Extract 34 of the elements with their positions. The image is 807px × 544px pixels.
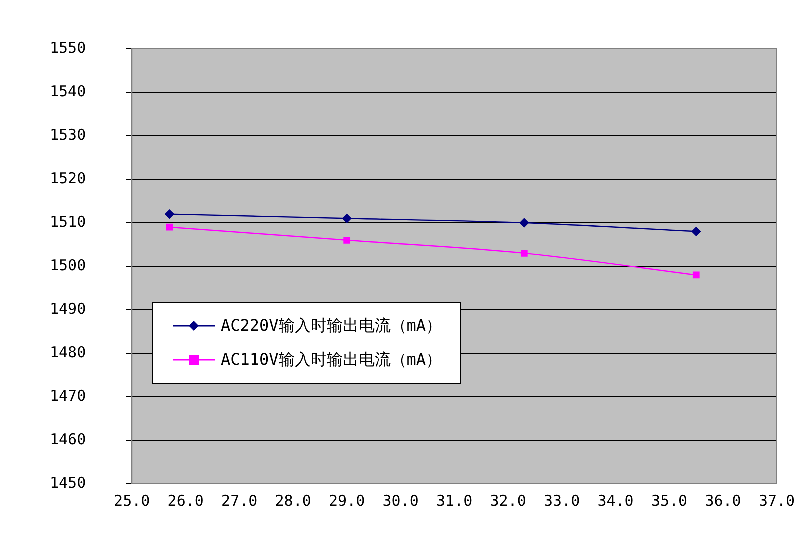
point	[692, 227, 701, 236]
x-tick-label: 32.0	[490, 492, 526, 510]
x-tick-label: 27.0	[222, 492, 258, 510]
y-tick-label: 1480	[50, 343, 86, 362]
x-tick-label: 29.0	[329, 492, 366, 510]
point	[342, 214, 352, 224]
x-tick-label: 37.0	[758, 492, 796, 510]
x-tick-label: 36.0	[705, 492, 742, 510]
x-tick-label: 31.0	[436, 492, 473, 510]
point	[166, 224, 174, 231]
y-tick-label: 1450	[50, 474, 86, 492]
y-tick-label: 1460	[50, 430, 86, 448]
point	[520, 218, 530, 228]
point	[344, 236, 351, 244]
point	[520, 250, 528, 257]
x-tick-label: 25.0	[114, 492, 150, 510]
x-tick-label: 30.0	[382, 492, 419, 510]
y-tick-label: 1520	[50, 169, 86, 188]
x-tick-label: 33.0	[544, 492, 580, 510]
point	[165, 210, 174, 219]
y-tick-label: 1500	[50, 256, 86, 274]
x-tick-label: 35.0	[651, 492, 688, 510]
y-tick-label: 1530	[50, 126, 86, 144]
y-tick-label: 1510	[50, 212, 86, 231]
y-tick-label: 1490	[50, 300, 86, 318]
x-tick-label: 28.0	[275, 492, 312, 510]
legend-label: AC220V输入时输出电流（mA）	[221, 316, 442, 336]
y-tick-label: 1550	[50, 38, 86, 57]
x-tick-label: 34.0	[598, 492, 634, 510]
x-tick-label: 26.0	[168, 492, 204, 510]
point	[692, 272, 700, 279]
y-tick-label: 1470	[50, 386, 86, 405]
legend-label: AC110V输入时输出电流（mA）	[221, 350, 442, 370]
y-tick-label: 1540	[50, 82, 86, 100]
